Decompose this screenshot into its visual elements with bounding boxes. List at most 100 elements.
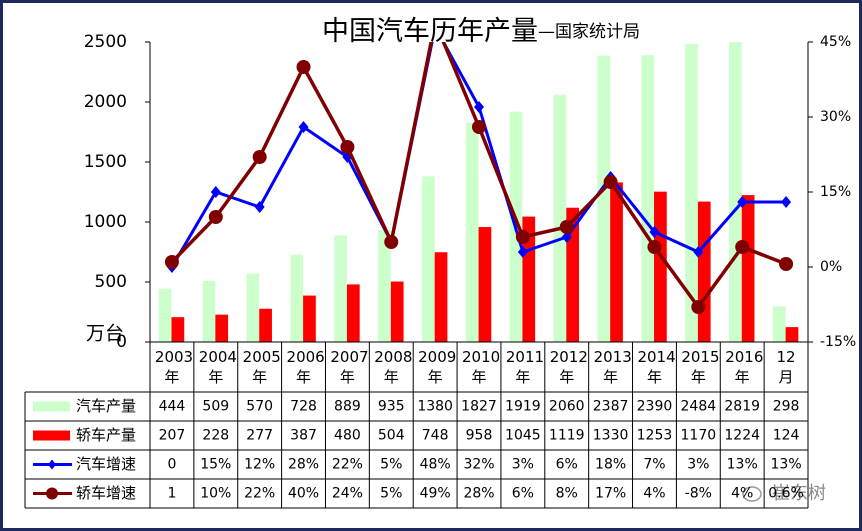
marker — [735, 240, 750, 254]
marker — [340, 140, 355, 154]
marker — [691, 300, 706, 314]
watermark-text: 崔东树 — [772, 483, 826, 504]
table-value: 2390 — [637, 399, 673, 415]
y-tick-label: 2000 — [84, 92, 127, 112]
watermark: 崔东树 — [742, 483, 826, 504]
marker — [474, 101, 484, 113]
bar — [685, 43, 698, 342]
x-tick-label: 2015年 — [681, 348, 720, 386]
table-value: 3% — [512, 457, 534, 473]
legend-marker — [46, 487, 58, 500]
marker — [737, 196, 748, 208]
bar — [303, 295, 316, 342]
table-value: 2387 — [593, 399, 629, 415]
marker — [515, 230, 530, 244]
table-value: 1380 — [417, 399, 453, 415]
table-value: 207 — [159, 428, 186, 444]
table-value: 4% — [643, 486, 665, 502]
marker — [254, 201, 265, 213]
x-tick-label: 2014年 — [637, 348, 676, 386]
x-tick-label: 2013年 — [593, 348, 632, 386]
legend-swatch — [33, 401, 70, 412]
marker — [164, 255, 179, 269]
marker — [298, 121, 309, 133]
marker — [779, 257, 794, 271]
table-value: 1253 — [637, 428, 673, 444]
bar — [553, 94, 567, 342]
table-value: 15% — [200, 457, 231, 473]
table-value: 5% — [380, 457, 402, 473]
legend-swatch — [33, 430, 70, 441]
table-value: 6% — [512, 486, 534, 502]
bar — [259, 308, 272, 342]
marker — [559, 220, 574, 234]
table-value: 570 — [246, 399, 273, 415]
bar — [346, 284, 360, 342]
table-value: 935 — [378, 399, 405, 415]
bar — [478, 227, 492, 342]
y-axis-label: 万台 — [86, 323, 124, 345]
table-value: 5% — [380, 486, 402, 502]
table-value: 3% — [687, 457, 709, 473]
y2-tick-label: 15% — [820, 184, 851, 200]
table-value: 28% — [463, 486, 494, 502]
table-value: 124 — [773, 428, 800, 444]
marker — [296, 60, 311, 74]
table-value: 6% — [556, 457, 578, 473]
bar — [641, 55, 655, 342]
bar — [729, 42, 742, 342]
y2-tick-label: 45% — [820, 34, 851, 50]
table-value: 0 — [167, 457, 176, 473]
bar — [597, 55, 611, 342]
table-value: 1119 — [549, 428, 585, 444]
marker — [561, 231, 572, 243]
table-value: 480 — [334, 428, 361, 444]
table-value: 228 — [202, 428, 229, 444]
bar — [772, 306, 786, 342]
subtitle: —国家统计局 — [538, 22, 640, 42]
table-value: 48% — [420, 457, 451, 473]
table-value: 1045 — [505, 428, 541, 444]
legend-label: 汽车增速 — [76, 455, 136, 473]
table-value: 8% — [556, 486, 578, 502]
table-value: 2060 — [549, 399, 585, 415]
bar — [390, 281, 404, 342]
table-value: 32% — [463, 457, 494, 473]
table-value: 1827 — [461, 399, 497, 415]
bar — [215, 314, 229, 342]
title: 中国汽车历年产量 — [322, 16, 538, 47]
table-value: 728 — [290, 399, 317, 415]
legend-label: 轿车产量 — [76, 426, 136, 444]
bar — [158, 288, 172, 342]
bar — [785, 327, 799, 342]
bar — [741, 195, 755, 342]
bar — [378, 229, 391, 342]
bar — [246, 273, 260, 342]
table-value: -8% — [685, 486, 712, 502]
marker — [693, 246, 704, 258]
table-value: 49% — [420, 486, 451, 502]
y-tick-label: 0 — [116, 332, 127, 352]
x-tick-label: 2003年 — [154, 348, 194, 386]
table-value: 28% — [288, 457, 319, 473]
table-value: 277 — [246, 428, 273, 444]
marker — [252, 150, 267, 164]
table-value: 4% — [731, 486, 753, 502]
marker — [472, 120, 486, 134]
bar — [334, 235, 347, 342]
bar — [421, 176, 435, 342]
bar — [654, 191, 667, 342]
table-value: 889 — [334, 399, 361, 415]
table-value: 1330 — [593, 428, 629, 444]
x-tick-label: 2007年 — [330, 348, 369, 386]
table-value: 1224 — [724, 428, 760, 444]
table-value: 22% — [244, 486, 275, 502]
table-value: 17% — [595, 486, 626, 502]
y-tick-label: 1000 — [84, 212, 127, 232]
y-tick-label: 500 — [95, 272, 127, 292]
table-value: 1170 — [681, 428, 717, 444]
y-tick-label: 1500 — [84, 152, 127, 172]
marker — [208, 210, 223, 224]
table-value: 748 — [422, 428, 449, 444]
